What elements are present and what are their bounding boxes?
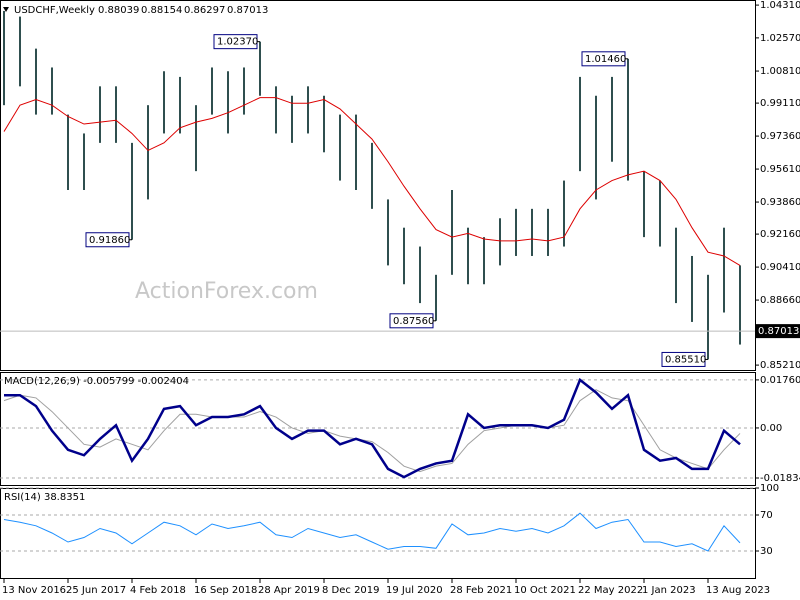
panel (0, 488, 756, 579)
x-tick-label: 13 Aug 2023 (706, 585, 770, 596)
x-tick-label: 28 Feb 2021 (450, 585, 512, 596)
header-title: USDCHF,Weekly (14, 5, 95, 16)
y-tick-label: 70 (760, 510, 773, 521)
y-tick-label: 100 (760, 483, 779, 494)
watermark: ActionForex.com (135, 279, 318, 304)
header-value: 0.88039 (98, 5, 139, 16)
annotation-box (581, 51, 626, 67)
y-tick-label: 0.85210 (760, 360, 800, 371)
header-value: 0.86297 (184, 5, 225, 16)
panel-title: RSI(14) 38.8351 (4, 492, 85, 503)
y-tick-label: 0.97360 (760, 131, 800, 142)
y-tick-label: 0.93860 (760, 197, 800, 208)
y-tick-label: 0.90410 (760, 262, 800, 273)
y-tick-label: -0.01834 (760, 473, 800, 484)
y-tick-label: 1.02570 (760, 33, 800, 44)
x-tick-label: 22 May 2022 (578, 585, 643, 596)
x-tick-label: 28 Apr 2019 (258, 585, 320, 596)
x-tick-label: 8 Dec 2019 (322, 585, 380, 596)
x-tick-label: 4 Feb 2018 (130, 585, 186, 596)
indicator-line (3, 512, 741, 552)
y-tick-label: 0.99110 (760, 98, 800, 109)
moving-average (3, 97, 741, 266)
x-tick-label: 1 Jan 2023 (642, 585, 696, 596)
annotation-label: 0.91860 (89, 235, 130, 246)
x-tick-label: 13 Nov 2016 (2, 585, 66, 596)
y-tick-label: 1.00810 (760, 66, 800, 77)
x-tick-label: 16 Sep 2018 (194, 585, 257, 596)
y-tick-label: 0.95610 (760, 164, 800, 175)
annotation-label: 1.02370 (217, 37, 258, 48)
annotation-box (389, 313, 434, 329)
last-price-box (755, 324, 800, 339)
x-tick-label: 10 Oct 2021 (514, 585, 576, 596)
indicator-line (4, 377, 741, 479)
annotation-label: 0.85510 (665, 354, 706, 365)
x-tick-label: 25 Jun 2017 (66, 585, 126, 596)
header-value: 0.87013 (227, 5, 268, 16)
header-value: 0.88154 (141, 5, 182, 16)
panel-title: MACD(12,26,9) -0.005799 -0.002404 (4, 376, 189, 387)
y-tick-label: 0.92160 (760, 229, 800, 240)
y-tick-label: 1.04310 (760, 0, 800, 11)
last-price-label: 0.87013 (758, 326, 799, 337)
y-tick-label: 30 (760, 546, 773, 557)
annotation-label: 0.87560 (393, 316, 434, 327)
panel (0, 372, 756, 486)
indicator-line (3, 389, 741, 473)
header-arrow (3, 7, 9, 12)
y-tick-label: 0.017603 (760, 375, 800, 386)
x-tick-label: 19 Jul 2020 (386, 585, 443, 596)
annotation-box (85, 232, 130, 248)
y-tick-label: 0.88660 (760, 295, 800, 306)
annotation-box (213, 34, 258, 50)
panel (0, 0, 756, 371)
annotation-box (661, 351, 706, 367)
annotation-label: 1.01460 (585, 54, 626, 65)
y-tick-label: 0.00 (760, 423, 782, 434)
